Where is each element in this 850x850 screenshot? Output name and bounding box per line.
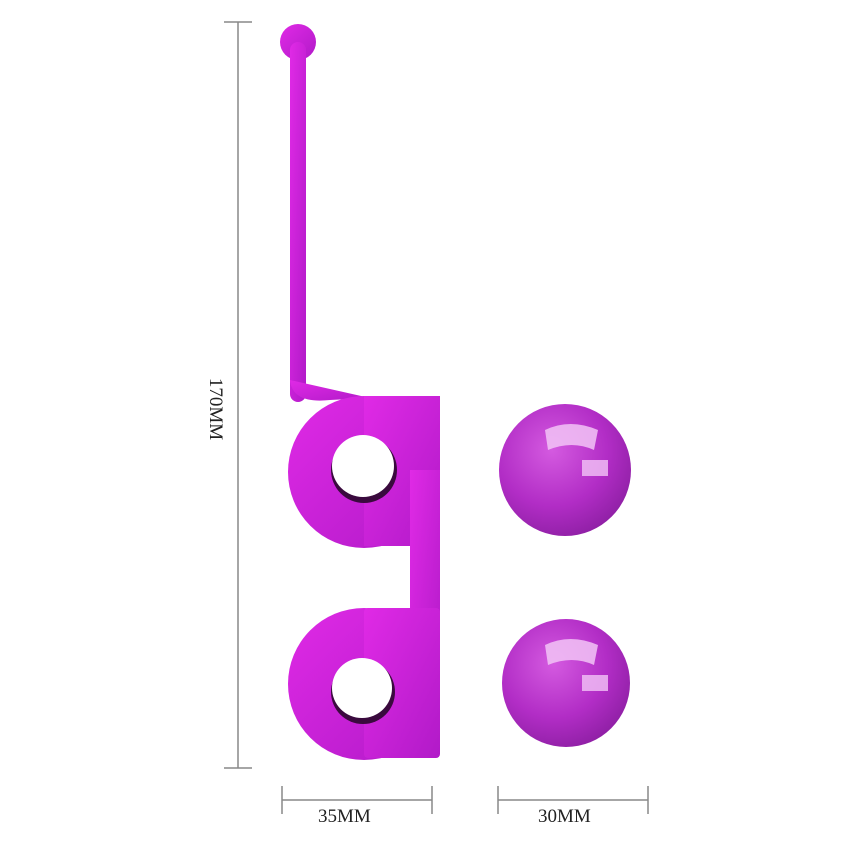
kegel-ball-lower: [502, 619, 630, 747]
kegel-ball-upper: [499, 404, 631, 536]
ball-width-label: 30MM: [538, 806, 591, 827]
height-dimension-line: [224, 21, 252, 769]
upper-loop-hole: [332, 435, 394, 497]
lower-loop-hole: [332, 658, 392, 718]
stick-width-dimension-line: [281, 786, 433, 814]
stick-stem: [290, 42, 306, 402]
ball-width-dimension-line: [497, 786, 649, 814]
height-label: 170MM: [205, 377, 226, 441]
silicone-retrieval-holder: [280, 24, 440, 760]
stick-width-label: 35MM: [318, 806, 371, 827]
